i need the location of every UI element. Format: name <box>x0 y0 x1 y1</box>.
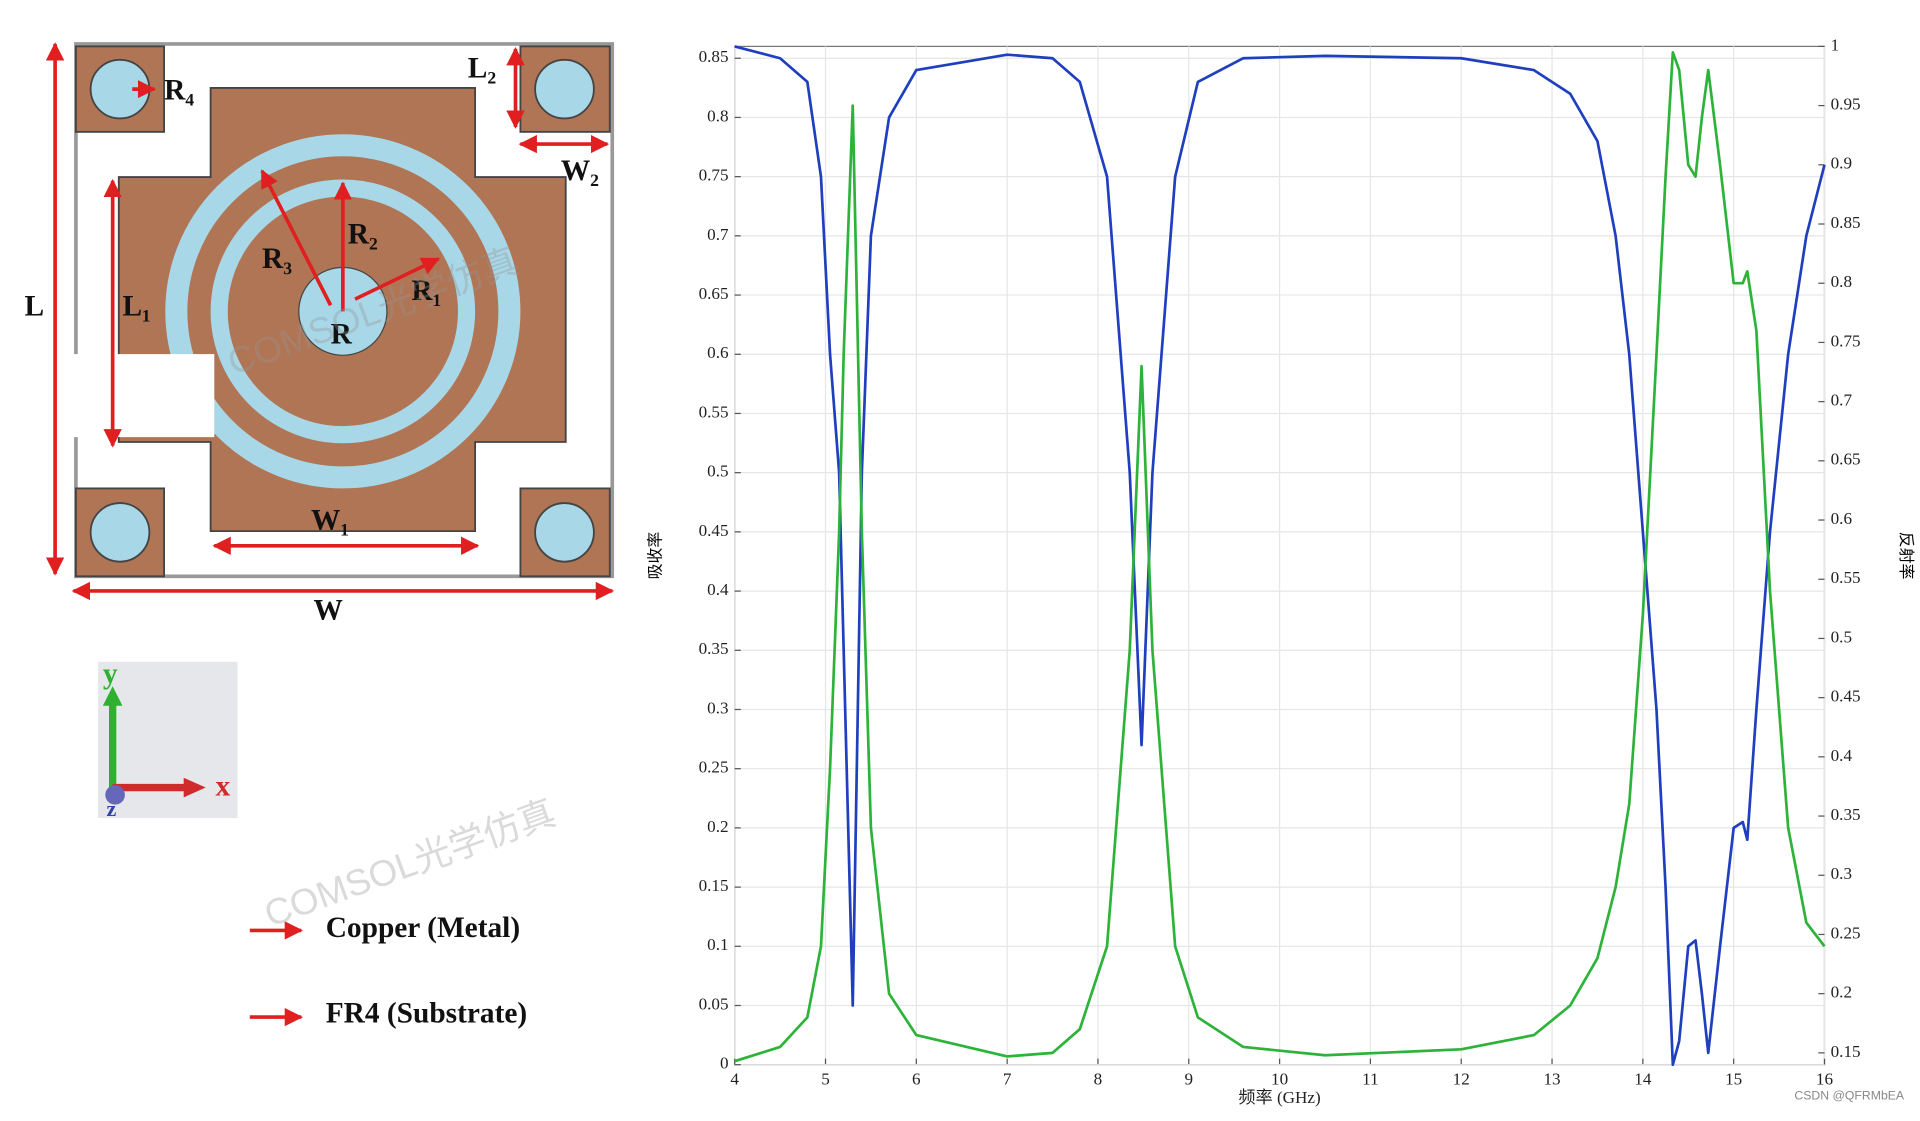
y-arrowhead <box>102 686 123 706</box>
axis-name: x <box>216 771 231 803</box>
y-tick-label: 0.55 <box>699 402 729 421</box>
x-tick-label: 15 <box>1725 1070 1742 1089</box>
x-tick-label: 10 <box>1271 1070 1288 1089</box>
dim-label: R₁ <box>411 275 441 307</box>
outer-ring <box>165 134 521 489</box>
dim-label: L <box>24 291 44 323</box>
y2-tick-label: 0.85 <box>1831 213 1861 232</box>
dim-label: R₂ <box>348 219 378 251</box>
hole <box>89 502 151 563</box>
x-tick-label: 9 <box>1184 1070 1193 1089</box>
y-tick-label: 0.7 <box>707 225 729 244</box>
y2-tick-label: 0.4 <box>1831 746 1853 765</box>
x-tick-label: 13 <box>1543 1070 1560 1089</box>
dim-label: L₁ <box>122 291 150 323</box>
legend-label: Copper (Metal) <box>326 912 520 944</box>
dimension-arrows <box>45 42 615 1027</box>
series-line <box>734 50 1826 1063</box>
hole <box>534 58 595 120</box>
axis-name: z <box>107 796 117 821</box>
x-tick-label: 5 <box>821 1070 830 1089</box>
y-tick-label: 0.25 <box>699 758 729 777</box>
unit-cell: R₄ L₂ W₂ R₂ R₃ R₁ R L₁ L W₁ W <box>24 42 615 1027</box>
x-tick-label: 7 <box>1003 1070 1012 1089</box>
dim-label: W <box>313 595 342 627</box>
x-tick-label: 4 <box>730 1070 739 1089</box>
y2-tick-label: 1 <box>1831 35 1840 54</box>
dim-label: L₂ <box>468 53 497 85</box>
y-tick-label: 0.65 <box>699 284 729 303</box>
hole <box>534 502 595 563</box>
occlusion <box>71 354 215 438</box>
y2-tick-label: 0.5 <box>1831 627 1852 646</box>
y2-tick-label: 0.9 <box>1831 154 1852 173</box>
y2-axis-label: 反射率 <box>1897 532 1915 580</box>
x-tick-label: 11 <box>1362 1070 1379 1089</box>
y-tick-label: 0.35 <box>699 639 729 658</box>
y-axis-label: 吸收率 <box>647 532 665 580</box>
x-tick-label: 6 <box>912 1070 921 1089</box>
y2-tick-label: 0.15 <box>1831 1042 1861 1061</box>
y2-tick-label: 0.95 <box>1831 95 1861 114</box>
series-line <box>734 45 1826 1067</box>
x-tick-label: 12 <box>1453 1070 1470 1089</box>
axis-triad: y x z <box>97 658 238 821</box>
y2-tick-label: 0.55 <box>1831 568 1861 587</box>
x-tick-label: 16 <box>1816 1070 1834 1089</box>
y-tick-label: 0.3 <box>707 698 728 717</box>
y2-tick-label: 0.45 <box>1831 687 1861 706</box>
dim-label: R₃ <box>262 243 292 275</box>
y-tick-label: 0.85 <box>699 47 729 66</box>
credit: CSDN @QFRMbEA <box>1794 1089 1904 1103</box>
x-arrowhead <box>183 777 206 798</box>
y2-tick-label: 0.3 <box>1831 864 1852 883</box>
x-tick-label: 14 <box>1634 1070 1652 1089</box>
y-tick-label: 0.5 <box>707 462 728 481</box>
y-tick-label: 0.1 <box>707 935 728 954</box>
y2-tick-label: 0.75 <box>1831 331 1861 350</box>
y2-tick-label: 0.7 <box>1831 391 1853 410</box>
y-tick-label: 0.15 <box>699 876 729 895</box>
y2-tick-label: 0.65 <box>1831 450 1861 469</box>
y-tick-label: 0.4 <box>707 580 729 599</box>
chart: 4 5 6 7 8 9 10 11 12 13 14 15 16 0 0.05 0.1 0.15 0.2 0.25 0… <box>647 35 1916 1106</box>
y-tick-label: 0.8 <box>707 106 728 125</box>
y2-tick-label: 0.2 <box>1831 983 1852 1002</box>
y-tick-label: 0.6 <box>707 343 729 362</box>
y2-tick-label: 0.35 <box>1831 805 1861 824</box>
x-axis-label: 频率 (GHz) <box>1238 1088 1320 1107</box>
z-dot <box>105 785 125 805</box>
y-tick-label: 0.45 <box>699 521 729 540</box>
y2-tick-label: 0.6 <box>1831 509 1853 528</box>
y-tick-label: 0 <box>720 1054 729 1073</box>
y2-tick-label: 0.8 <box>1831 272 1852 291</box>
y-tick-label: 0.75 <box>699 166 729 185</box>
legend-label: FR4 (Substrate) <box>326 998 527 1030</box>
axis-name: y <box>103 658 118 690</box>
dim-label: R₄ <box>164 75 194 107</box>
dim-label: W₂ <box>561 155 599 187</box>
y2-tick-label: 0.25 <box>1831 923 1861 942</box>
x-tick-label: 8 <box>1094 1070 1103 1089</box>
y-tick-label: 0.05 <box>699 994 729 1013</box>
dim-label: R <box>331 319 353 351</box>
y-tick-label: 0.2 <box>707 817 728 836</box>
dim-label: W₁ <box>311 504 349 536</box>
